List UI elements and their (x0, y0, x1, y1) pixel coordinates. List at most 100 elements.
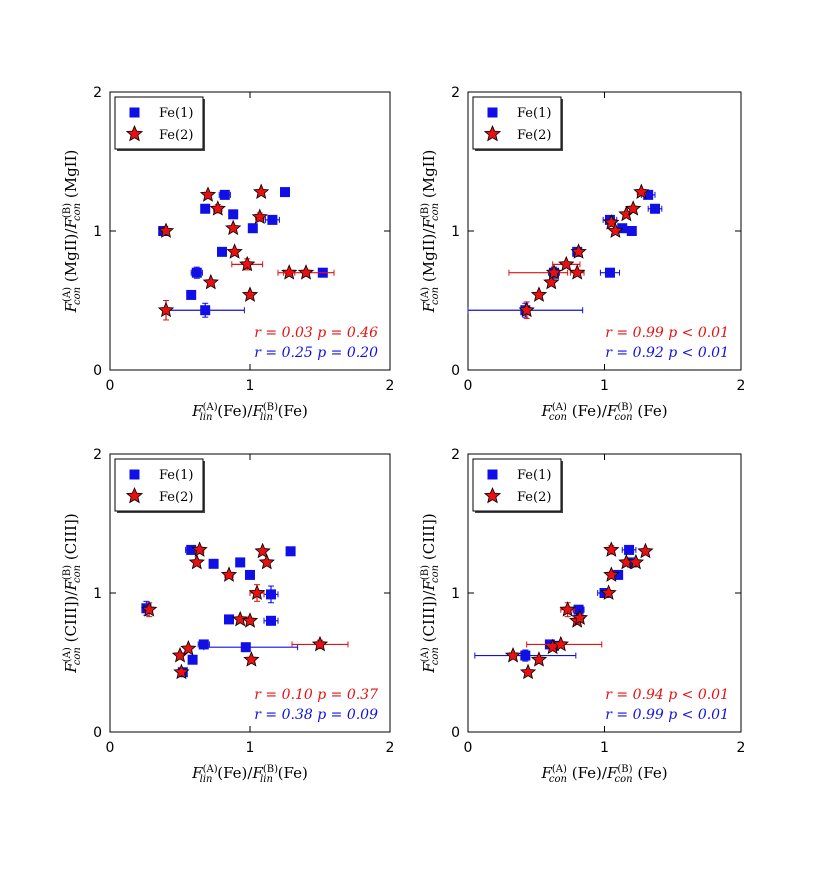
data-point-fe2 (545, 264, 563, 280)
series-fe2 (141, 541, 349, 680)
data-point-fe2 (220, 566, 238, 582)
data-point-fe2 (603, 566, 620, 582)
label-part-main2: F (420, 218, 438, 230)
label-part-main: F (540, 764, 552, 782)
stat-annotation: r = 0.94 p < 0.01 (605, 687, 729, 703)
stat-annotation: r = 0.99 p < 0.01 (605, 707, 729, 723)
label-part-sup: (A) (420, 287, 431, 302)
y-tick-label: 2 (451, 85, 460, 101)
legend-square-icon (487, 469, 498, 480)
data-point-fe1 (604, 267, 615, 278)
x-tick-label: 2 (386, 740, 395, 756)
label-part-main: F (191, 764, 203, 782)
data-point-fe2 (558, 255, 575, 272)
label-part-main2: F (251, 764, 263, 782)
label-part-main: F (420, 662, 438, 674)
label-part-sup: (A) (420, 647, 431, 662)
series-fe2 (157, 183, 335, 321)
label-part-arg2: (MgII) (420, 150, 438, 203)
legend-label-fe1: Fe(1) (517, 106, 551, 121)
label-part-sup: (A) (203, 402, 218, 413)
label-part-arg2: (CIII]) (420, 513, 438, 565)
label-part-main: F (540, 402, 552, 420)
data-point-fe2 (157, 301, 175, 318)
data-point-fe2 (239, 255, 256, 272)
data-point-fe1 (280, 187, 290, 198)
label-part-sub: con (549, 774, 567, 785)
data-point-fe2 (251, 208, 268, 225)
y-tick-label: 0 (451, 363, 460, 379)
label-part-sub2: lin (260, 412, 273, 423)
label-part-sub2: lin (260, 774, 273, 785)
data-point-fe2 (570, 243, 587, 259)
label-part-main2: F (62, 218, 80, 230)
x-tick-label: 1 (600, 740, 609, 756)
label-part-main2: F (62, 580, 80, 592)
label-part-arg2: (Fe) (633, 764, 668, 782)
label-part-main: F (62, 301, 80, 313)
label-part-arg: (Fe)/ (567, 402, 608, 420)
data-point-fe2 (559, 601, 576, 617)
label-part-arg: (Fe)/ (212, 402, 253, 420)
label-part-sup2: (B) (617, 764, 632, 775)
label-part-sup2: (B) (420, 203, 431, 218)
data-point-fe2 (225, 219, 242, 236)
data-point-fe2 (571, 609, 589, 625)
data-point-fe2 (241, 612, 259, 628)
x-tick-label: 2 (737, 740, 746, 756)
data-point-fe2 (530, 651, 548, 667)
label-part-sup2: (B) (617, 402, 632, 413)
data-point-fe2 (191, 541, 208, 557)
label-part-arg2: (CIII]) (62, 513, 80, 565)
data-point-fe2 (607, 222, 624, 238)
label-part-arg: (Fe)/ (212, 764, 253, 782)
stat-annotation: r = 0.99 p < 0.01 (605, 325, 729, 341)
data-point-fe1 (247, 223, 258, 234)
label-part-sub2: con (430, 203, 441, 221)
data-point-fe2 (518, 301, 535, 318)
data-point-fe2 (243, 651, 260, 667)
data-point-fe2 (504, 647, 522, 663)
data-point-fe1 (267, 214, 278, 225)
data-point-fe2 (552, 635, 569, 652)
label-part-arg: (MgII)/ (420, 228, 438, 287)
series-fe2 (508, 183, 650, 320)
label-part-arg2: (Fe) (633, 402, 668, 420)
legend-star-icon (483, 124, 502, 142)
x-tick-label: 0 (106, 740, 115, 756)
data-point-fe1 (208, 558, 219, 569)
data-point-fe1 (624, 544, 635, 555)
label-part-main: F (420, 301, 438, 313)
label-part-arg: (CIII])/ (420, 590, 438, 648)
legend-square-icon (129, 107, 140, 118)
x-tick-label: 0 (464, 378, 473, 394)
data-point-fe1 (266, 589, 276, 600)
label-part-arg: (MgII)/ (62, 228, 80, 287)
data-point-fe2 (569, 264, 586, 280)
label-part-sup: (A) (62, 287, 73, 302)
label-part-sub2: con (72, 565, 83, 583)
x-tick-label: 1 (246, 378, 255, 394)
data-point-fe2 (603, 541, 620, 557)
data-point-fe1 (235, 557, 246, 568)
data-point-fe1 (187, 654, 198, 665)
data-point-fe1 (186, 544, 197, 555)
label-part-sup: (A) (552, 402, 567, 413)
y-tick-label: 1 (93, 224, 102, 240)
label-part-sup2: (B) (263, 764, 278, 775)
label-part-sub: lin (200, 412, 213, 423)
data-point-fe1 (266, 615, 276, 626)
series-fe2 (504, 541, 654, 680)
label-part-sup2: (B) (263, 402, 278, 413)
data-point-fe2 (258, 553, 275, 570)
label-part-sub: con (72, 287, 83, 305)
data-point-fe2 (232, 610, 249, 627)
label-part-sup: (A) (552, 764, 567, 775)
x-tick-label: 1 (246, 740, 255, 756)
label-part-main2: F (606, 402, 618, 420)
label-part-sup2: (B) (62, 203, 73, 218)
data-point-fe1 (626, 226, 637, 236)
label-part-sup: (A) (62, 647, 73, 662)
